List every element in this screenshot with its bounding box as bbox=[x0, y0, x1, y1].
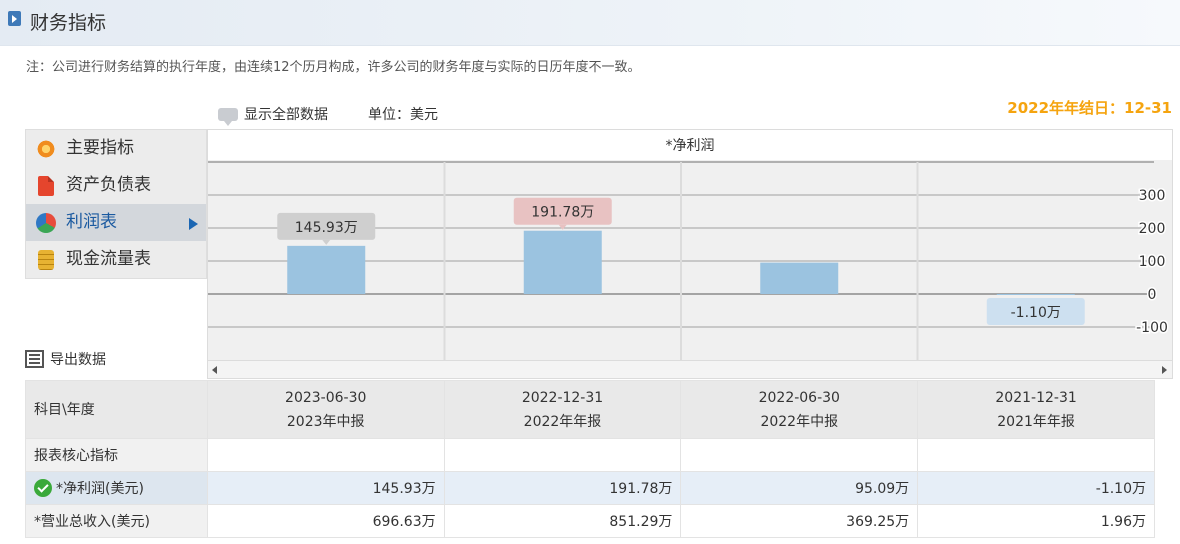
row-label: *净利润(美元) bbox=[25, 471, 208, 505]
flower-icon bbox=[36, 139, 56, 159]
y-tick-label: 100 bbox=[1139, 254, 1166, 270]
column-header: 2021-12-31 2021年年报 bbox=[917, 380, 1155, 439]
table-cell: 1.96万 bbox=[917, 504, 1155, 538]
table-cell: -1.10万 bbox=[917, 471, 1155, 505]
data-label: 145.93万 bbox=[295, 220, 358, 236]
active-arrow-icon bbox=[189, 218, 198, 230]
data-label-pointer bbox=[322, 239, 331, 245]
check-icon bbox=[34, 479, 52, 497]
row-label-text: *净利润(美元) bbox=[56, 481, 144, 497]
column-date: 2023-06-30 bbox=[285, 389, 367, 406]
table-cell bbox=[206, 438, 445, 472]
sidebar-item-key-indicators[interactable]: 主要指标 bbox=[26, 130, 206, 167]
fiscal-note: 注：公司进行财务结算的执行年度，由连续12个历月构成，许多公司的财务年度与实际的… bbox=[26, 60, 641, 75]
sidebar-item-income-statement[interactable]: 利润表 bbox=[26, 204, 206, 241]
table-cell bbox=[917, 438, 1155, 472]
export-label: 导出数据 bbox=[50, 352, 106, 368]
unit-label: 单位：美元 bbox=[368, 107, 438, 123]
y-tick-label: 200 bbox=[1139, 221, 1166, 237]
sidebar-item-cash-flow[interactable]: 现金流量表 bbox=[26, 241, 206, 278]
column-header: 2022-12-31 2022年年报 bbox=[443, 380, 682, 439]
data-label-pointer bbox=[558, 224, 567, 230]
export-icon bbox=[25, 350, 44, 368]
page-title: 财务指标 bbox=[30, 12, 107, 34]
table-cell: 696.63万 bbox=[206, 504, 445, 538]
data-label: 191.78万 bbox=[531, 205, 594, 221]
table-cell: 145.93万 bbox=[206, 471, 445, 505]
column-period: 2021年年报 bbox=[997, 413, 1075, 430]
column-date: 2022-06-30 bbox=[758, 389, 840, 406]
sidebar-item-label: 资产负债表 bbox=[66, 175, 151, 195]
sidebar-item-label: 利润表 bbox=[66, 212, 117, 232]
show-all-data-toggle[interactable]: 显示全部数据 bbox=[218, 104, 328, 126]
y-tick-label: 300 bbox=[1139, 188, 1166, 204]
chart-bar bbox=[523, 230, 602, 294]
column-header: 2022-06-30 2022年中报 bbox=[680, 380, 919, 439]
scroll-left-icon[interactable] bbox=[212, 366, 217, 374]
chart-bar bbox=[996, 294, 1075, 295]
chart-bar bbox=[287, 245, 366, 294]
column-header: 2023-06-30 2023年中报 bbox=[206, 380, 445, 439]
show-all-label: 显示全部数据 bbox=[244, 107, 328, 123]
sidebar-item-balance-sheet[interactable]: 资产负债表 bbox=[26, 167, 206, 204]
net-profit-chart: *净利润 300 200 100 0 -100 145.93万 191.78万 -1.10万 bbox=[207, 129, 1173, 379]
table-section-row: 报表核心指标 bbox=[25, 438, 1155, 472]
table-cell: 851.29万 bbox=[443, 504, 682, 538]
column-date: 2022-12-31 bbox=[521, 389, 604, 406]
y-tick-label: 0 bbox=[1148, 287, 1157, 303]
chart-title-band bbox=[208, 130, 1172, 160]
coins-icon bbox=[38, 250, 54, 270]
table-corner-cell: 科目\年度 bbox=[25, 380, 208, 439]
chart-title: *净利润 bbox=[666, 138, 715, 154]
fiscal-year-end: 2022年年结日：12-31 bbox=[1007, 99, 1172, 117]
table-cell: 191.78万 bbox=[443, 471, 682, 505]
chart-bar bbox=[760, 262, 839, 294]
scroll-right-icon[interactable] bbox=[1162, 366, 1167, 374]
table-cell: 369.25万 bbox=[680, 504, 919, 538]
net-profit-chart-svg: *净利润 300 200 100 0 -100 145.93万 191.78万 -1.10万 bbox=[208, 130, 1172, 360]
export-data-button[interactable]: 导出数据 bbox=[25, 349, 106, 369]
table-row-revenue[interactable]: *营业总收入(美元) 696.63万 851.29万 369.25万 1.96万 bbox=[25, 504, 1155, 538]
statement-sidebar: 主要指标 资产负债表 利润表 现金流量表 bbox=[25, 129, 207, 279]
chart-scrollbar[interactable] bbox=[208, 360, 1172, 378]
table-cell: 95.09万 bbox=[680, 471, 919, 505]
section-label: 报表核心指标 bbox=[25, 438, 208, 472]
column-date: 2021-12-31 bbox=[995, 389, 1077, 406]
column-period: 2022年年报 bbox=[523, 413, 602, 430]
document-icon bbox=[38, 176, 54, 196]
sidebar-item-label: 现金流量表 bbox=[66, 249, 151, 269]
section-header: 财务指标 bbox=[0, 0, 1180, 46]
y-tick-label: -100 bbox=[1136, 320, 1168, 336]
data-label: -1.10万 bbox=[1011, 305, 1061, 321]
table-header-row: 科目\年度 2023-06-30 2023年中报 2022-12-31 2022年年… bbox=[25, 380, 1155, 439]
financial-table: 科目\年度 2023-06-30 2023年中报 2022-12-31 2022年年… bbox=[25, 380, 1155, 538]
table-cell bbox=[443, 438, 682, 472]
data-label-box bbox=[986, 298, 1085, 325]
speech-bubble-icon bbox=[218, 108, 238, 126]
row-label: *营业总收入(美元) bbox=[25, 504, 208, 538]
column-period: 2023年中报 bbox=[286, 413, 365, 430]
table-row-net-profit[interactable]: *净利润(美元) 145.93万 191.78万 95.09万 -1.10万 bbox=[25, 471, 1155, 505]
sidebar-item-label: 主要指标 bbox=[66, 138, 134, 158]
column-period: 2022年中报 bbox=[760, 413, 839, 430]
table-cell bbox=[680, 438, 919, 472]
pie-chart-icon bbox=[36, 213, 56, 233]
expand-arrow-icon[interactable] bbox=[8, 11, 21, 26]
data-label-box bbox=[513, 197, 612, 225]
chart-background bbox=[208, 130, 1172, 360]
data-label-box bbox=[277, 212, 376, 240]
